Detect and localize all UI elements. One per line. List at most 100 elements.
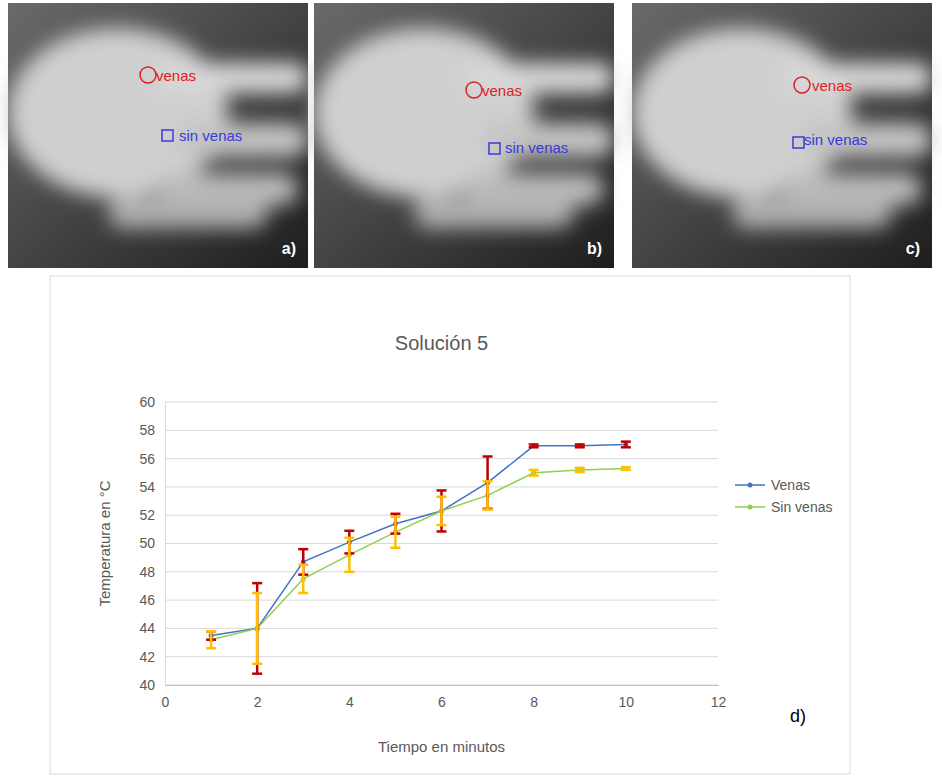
panel-label: a)	[282, 240, 296, 257]
error-bar	[529, 444, 539, 447]
y-tick-label: 46	[139, 592, 155, 608]
error-bar-segment	[206, 630, 216, 633]
x-tick-label: 0	[162, 694, 170, 710]
y-tick: 60	[139, 394, 165, 410]
grid-line	[165, 402, 718, 403]
y-axis: 4042444648505254565860	[139, 394, 165, 693]
error-bar-segment	[298, 548, 308, 551]
error-bar-segment	[529, 469, 539, 472]
y-tick-label: 58	[139, 422, 155, 438]
y-tick-label: 42	[139, 649, 155, 665]
grid-line	[165, 656, 718, 657]
error-bar	[575, 444, 585, 447]
x-tick-label: 2	[254, 694, 262, 710]
series-line	[211, 444, 626, 635]
panel-label: c)	[906, 240, 920, 257]
plot-area	[206, 442, 631, 674]
error-bar-segment	[575, 443, 585, 446]
error-bar-segment	[483, 455, 493, 458]
error-bar	[529, 470, 539, 476]
error-bar	[483, 456, 493, 508]
error-bar-segment	[621, 469, 631, 472]
no-vein-marker	[162, 130, 173, 141]
error-bar	[575, 468, 585, 472]
y-tick: 56	[139, 451, 165, 467]
y-tick-label: 40	[139, 677, 155, 693]
error-bar-segment	[483, 480, 493, 483]
vein-marker	[140, 67, 156, 83]
x-tick: 0	[162, 685, 170, 710]
error-bar-segment	[344, 571, 354, 574]
error-bar-segment	[256, 583, 259, 674]
error-bar-segment	[437, 530, 447, 533]
x-tick: 2	[254, 685, 262, 710]
error-bar	[252, 593, 262, 664]
error-bar	[483, 481, 493, 509]
y-axis-line	[165, 403, 166, 686]
panel-background	[314, 3, 614, 268]
no-vein-label: sin venas	[804, 131, 867, 148]
error-bar-segment	[621, 466, 631, 469]
legend-item: Sin venas	[735, 499, 832, 515]
vein-marker	[466, 82, 482, 98]
panel-label: d)	[790, 706, 806, 726]
error-bar-segment	[206, 647, 216, 650]
x-tick: 6	[438, 685, 446, 710]
error-bar-segment	[486, 456, 489, 508]
page: venassin venasa)venassin venasb)venassin…	[0, 0, 942, 782]
y-tick: 52	[139, 507, 165, 523]
error-bar	[206, 631, 216, 648]
x-tick: 8	[530, 685, 538, 710]
error-bar	[437, 490, 447, 531]
x-tick: 10	[619, 685, 635, 710]
error-bar-segment	[390, 513, 400, 516]
error-bar-segment	[206, 630, 216, 633]
vein-label: venas	[482, 82, 522, 99]
thermal-panel: venas sin venas c)	[632, 3, 932, 268]
thermal-panel: venas sin venas a)	[8, 3, 308, 268]
y-tick: 44	[139, 620, 165, 636]
x-tick-label: 10	[619, 694, 635, 710]
legend-item: Venas	[735, 477, 810, 493]
x-tick-label: 6	[438, 694, 446, 710]
vein-marker	[794, 77, 810, 93]
y-tick-label: 52	[139, 507, 155, 523]
y-tick-label: 54	[139, 479, 155, 495]
vein-label: venas	[812, 77, 852, 94]
vein-label: venas	[156, 67, 196, 84]
y-tick-label: 44	[139, 620, 155, 636]
grid-line	[165, 628, 718, 629]
legend-marker	[748, 483, 753, 488]
error-bar-segment	[437, 489, 447, 492]
x-tick: 12	[711, 685, 727, 710]
error-bar-segment	[256, 593, 259, 664]
thermal-panel: venassin venasb)	[314, 3, 614, 268]
grid-line	[165, 458, 718, 459]
y-tick-label: 56	[139, 451, 155, 467]
legend: Venas Sin venas	[735, 477, 832, 515]
series-line	[211, 469, 626, 640]
x-tick-label: 4	[346, 694, 354, 710]
error-bar-segment	[529, 474, 539, 477]
y-tick-label: 48	[139, 564, 155, 580]
x-axis-title: Tiempo en minutos	[378, 738, 505, 755]
error-bar-segment	[390, 546, 400, 549]
error-bar	[344, 538, 354, 572]
y-axis-title: Temperatura en °C	[96, 480, 113, 606]
x-axis-line	[166, 685, 719, 686]
error-bar-segment	[344, 530, 354, 533]
error-bar-segment	[390, 515, 400, 518]
error-bar	[390, 517, 400, 548]
y-tick: 58	[139, 422, 165, 438]
x-axis: 0 2 4 6 8 10 12	[162, 685, 727, 710]
grid-line	[165, 571, 718, 572]
no-vein-marker	[793, 137, 804, 148]
error-bar-segment	[437, 524, 447, 527]
error-bar-segment	[437, 496, 447, 499]
x-tick: 4	[346, 685, 354, 710]
error-bar-segment	[394, 517, 397, 548]
no-vein-label: sin venas	[179, 127, 242, 144]
error-bar-segment	[621, 440, 631, 443]
error-bar-segment	[302, 565, 305, 593]
y-tick: 42	[139, 649, 165, 665]
